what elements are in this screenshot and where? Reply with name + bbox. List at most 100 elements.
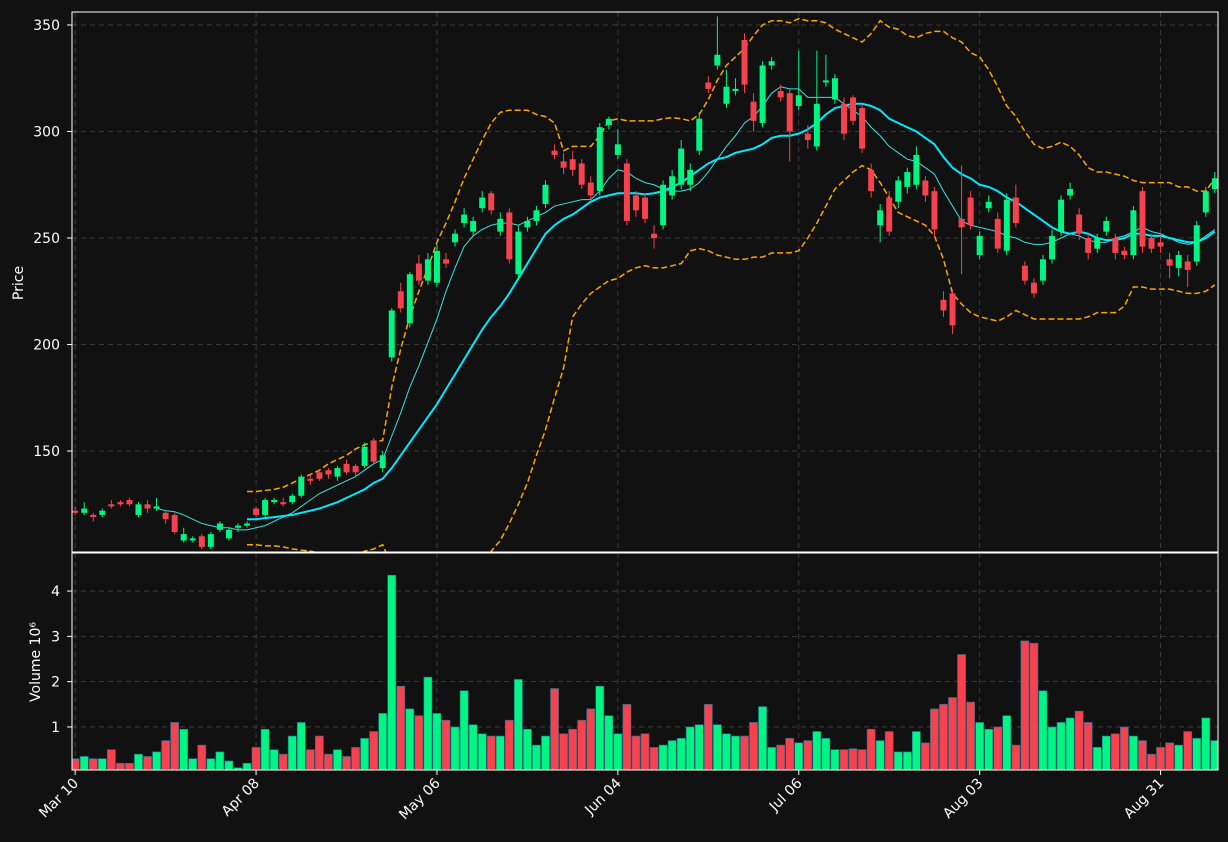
volume-bar: [269, 749, 279, 770]
candle-body: [144, 504, 151, 509]
volume-bar: [1129, 735, 1138, 770]
candle-body: [244, 523, 251, 526]
candle-body: [207, 534, 214, 547]
candle-body: [352, 465, 359, 473]
volume-bar: [1065, 717, 1075, 770]
volume-bar: [703, 704, 713, 770]
volume-bar: [161, 740, 170, 770]
candle-body: [551, 150, 558, 155]
volume-bar: [1020, 640, 1030, 770]
volume-bar: [839, 749, 849, 770]
candle-body: [1030, 282, 1037, 294]
candle-body: [732, 88, 739, 92]
volume-bar: [658, 744, 668, 770]
volume-bar: [1002, 715, 1012, 770]
candle-body: [234, 525, 241, 528]
candle-body: [253, 508, 260, 515]
candle-body: [343, 463, 350, 473]
volume-bar: [1011, 744, 1021, 770]
overlay-line: [247, 102, 1216, 521]
volume-bar: [523, 728, 532, 770]
candle-body: [651, 233, 658, 239]
volume-bar: [893, 751, 903, 770]
candle-body: [397, 291, 404, 309]
volume-bar: [930, 708, 939, 770]
volume-bar: [921, 742, 930, 770]
volume-tick-label: 2: [51, 675, 60, 691]
candle-body: [1058, 199, 1065, 232]
volume-bar: [369, 731, 379, 770]
volume-bar: [577, 719, 587, 770]
volume-bar: [694, 724, 704, 770]
candle-body: [913, 154, 920, 185]
candle-body: [976, 235, 983, 256]
candle-body: [850, 97, 857, 121]
volume-bar: [260, 728, 270, 770]
volume-bar: [857, 749, 867, 770]
candle-body: [180, 534, 187, 541]
candle-body: [1076, 214, 1083, 234]
candle-body: [488, 193, 495, 211]
candle-body: [1211, 178, 1218, 190]
volume-bar: [468, 724, 478, 770]
candle-body: [216, 523, 223, 530]
volume-bar: [640, 733, 650, 770]
volume-bar: [106, 749, 116, 770]
candle-body: [560, 161, 567, 168]
candle-body: [623, 163, 630, 221]
candle-body: [1112, 238, 1119, 253]
candle-body: [1103, 220, 1110, 232]
volume-bar: [911, 731, 921, 770]
candle-body: [578, 163, 585, 185]
volume-bar: [315, 735, 324, 770]
volume-bar: [251, 747, 261, 770]
volume-bar: [939, 704, 948, 770]
candle-body: [361, 446, 368, 466]
candle-body: [1094, 238, 1101, 249]
volume-bar: [1174, 744, 1184, 770]
candle-body: [642, 197, 648, 219]
volume-bar: [948, 697, 957, 770]
candle-body: [569, 159, 576, 170]
candle-body: [605, 118, 612, 126]
volume-bar: [360, 737, 369, 770]
volume-bar: [1110, 733, 1120, 770]
volume-bar: [441, 719, 451, 770]
candle-body: [1085, 238, 1092, 253]
candle-body: [298, 476, 305, 496]
candle-body: [162, 512, 169, 520]
candle-body: [388, 310, 395, 358]
volume-tick-label: 4: [51, 584, 60, 600]
candle-body: [189, 538, 196, 541]
candle-body: [424, 259, 431, 281]
candle-body: [877, 210, 884, 226]
volume-bar: [405, 708, 415, 770]
volume-bar: [387, 574, 397, 770]
candle-body: [72, 510, 79, 513]
volume-tick-label: 1: [51, 720, 60, 736]
candle-body: [461, 214, 468, 224]
volume-bar: [324, 753, 333, 770]
volume-bar: [125, 762, 134, 770]
candle-body: [985, 201, 992, 209]
candle-body: [795, 95, 802, 106]
candle-body: [632, 195, 639, 211]
candle-body: [1193, 225, 1200, 262]
candle-body: [1139, 191, 1146, 247]
volume-bar: [631, 735, 641, 770]
volume-bar: [767, 747, 777, 770]
candle-body: [841, 103, 847, 134]
candle-body: [1067, 189, 1074, 196]
volume-bar: [740, 735, 749, 770]
volume-bar: [848, 748, 858, 770]
candle-body: [859, 108, 866, 149]
volume-bar: [1083, 722, 1093, 770]
volume-bar: [866, 728, 876, 770]
candle-body: [1012, 197, 1019, 224]
candle-body: [126, 500, 133, 505]
volume-bar: [550, 688, 559, 770]
volume-bar: [116, 762, 125, 770]
candle-body: [596, 127, 603, 192]
volume-bar: [215, 751, 225, 770]
candle-body: [660, 184, 667, 226]
